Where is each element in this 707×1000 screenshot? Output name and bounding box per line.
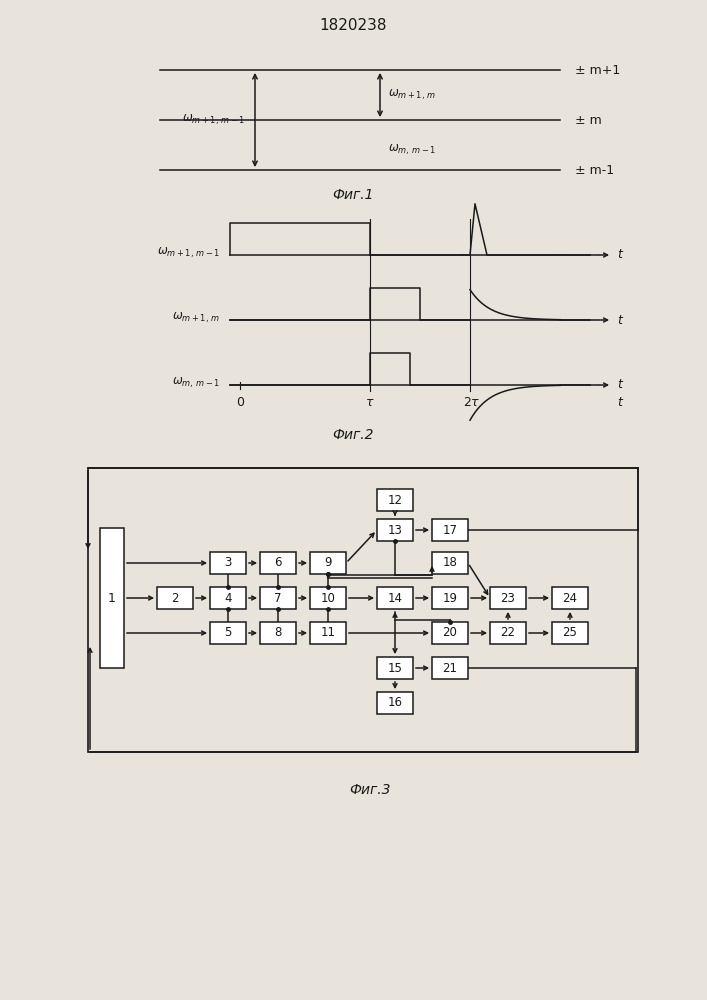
Text: 19: 19 — [443, 591, 457, 604]
Text: 12: 12 — [387, 493, 402, 506]
Text: Фиг.3: Фиг.3 — [349, 783, 391, 797]
Text: t: t — [617, 378, 622, 391]
Text: $\omega_{m,\,m-1}$: $\omega_{m,\,m-1}$ — [172, 376, 220, 390]
Bar — [260, 622, 296, 644]
Text: 2: 2 — [171, 591, 179, 604]
Text: 20: 20 — [443, 626, 457, 640]
Bar — [377, 692, 413, 714]
Text: 6: 6 — [274, 556, 282, 570]
Text: t: t — [617, 396, 622, 410]
Bar — [377, 489, 413, 511]
Text: 10: 10 — [320, 591, 335, 604]
Bar — [310, 622, 346, 644]
Bar — [210, 552, 246, 574]
Bar — [310, 552, 346, 574]
Text: 17: 17 — [443, 524, 457, 536]
Text: 0: 0 — [236, 396, 244, 410]
Text: t: t — [617, 314, 622, 326]
Bar — [210, 622, 246, 644]
Text: 9: 9 — [325, 556, 332, 570]
Bar — [432, 657, 468, 679]
Text: 23: 23 — [501, 591, 515, 604]
Bar — [260, 587, 296, 609]
Bar — [432, 587, 468, 609]
Text: 7: 7 — [274, 591, 282, 604]
Bar — [377, 519, 413, 541]
Bar — [310, 587, 346, 609]
Text: 16: 16 — [387, 696, 402, 710]
Text: 15: 15 — [387, 662, 402, 674]
Bar — [260, 552, 296, 574]
Bar — [377, 587, 413, 609]
Text: 11: 11 — [320, 626, 336, 640]
Text: $\omega_{m+1,\,m-1}$: $\omega_{m+1,\,m-1}$ — [157, 246, 220, 260]
Text: 13: 13 — [387, 524, 402, 536]
Text: 18: 18 — [443, 556, 457, 570]
Text: $\omega_{m+1,\,m-1}$: $\omega_{m+1,\,m-1}$ — [182, 113, 245, 127]
Text: t: t — [617, 248, 622, 261]
Text: ± m+1: ± m+1 — [575, 64, 620, 77]
Bar — [432, 622, 468, 644]
Text: Фиг.2: Фиг.2 — [332, 428, 374, 442]
Text: $\omega_{m,\,m-1}$: $\omega_{m,\,m-1}$ — [388, 143, 436, 157]
Text: $\tau$: $\tau$ — [366, 396, 375, 410]
Text: Фиг.1: Фиг.1 — [332, 188, 374, 202]
Text: 1820238: 1820238 — [320, 17, 387, 32]
Text: 3: 3 — [224, 556, 232, 570]
Bar — [490, 587, 526, 609]
Bar — [552, 622, 588, 644]
Bar — [377, 657, 413, 679]
Bar — [210, 587, 246, 609]
Text: 14: 14 — [387, 591, 402, 604]
Bar — [88, 468, 638, 752]
Text: ± m: ± m — [575, 113, 602, 126]
Text: $\omega_{m+1,\,m}$: $\omega_{m+1,\,m}$ — [388, 88, 436, 102]
Text: 25: 25 — [563, 626, 578, 640]
Text: $2\tau$: $2\tau$ — [463, 396, 481, 410]
Text: ± m-1: ± m-1 — [575, 163, 614, 176]
Bar — [432, 519, 468, 541]
Bar — [100, 528, 124, 668]
Text: 8: 8 — [274, 626, 281, 640]
Bar — [552, 587, 588, 609]
Text: 5: 5 — [224, 626, 232, 640]
Text: 22: 22 — [501, 626, 515, 640]
Text: 4: 4 — [224, 591, 232, 604]
Bar — [157, 587, 193, 609]
Text: 1: 1 — [108, 591, 116, 604]
Text: 24: 24 — [563, 591, 578, 604]
Bar — [490, 622, 526, 644]
Text: $\omega_{m+1,\,m}$: $\omega_{m+1,\,m}$ — [172, 311, 220, 325]
Text: 21: 21 — [443, 662, 457, 674]
Bar — [432, 552, 468, 574]
